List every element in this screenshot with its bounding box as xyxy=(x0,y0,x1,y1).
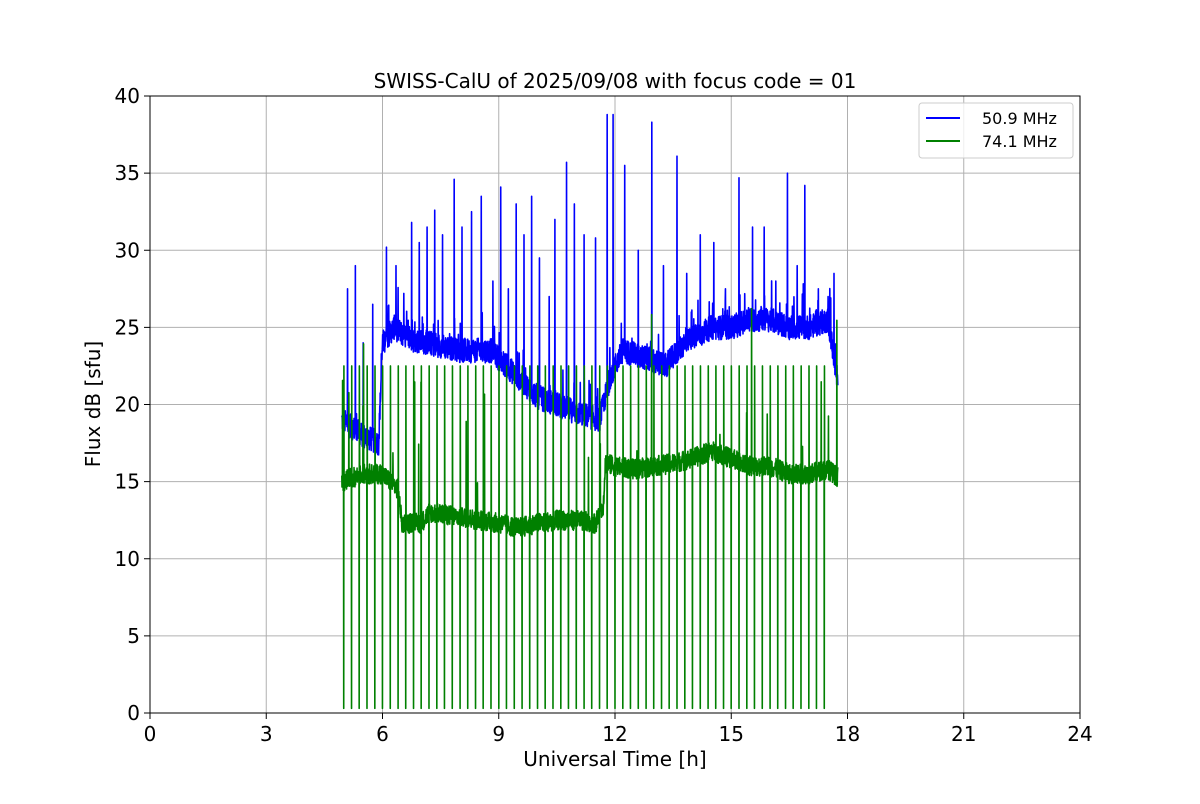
legend-label-74-1: 74.1 MHz xyxy=(982,132,1057,151)
series-layer xyxy=(341,113,839,710)
legend-label-50-9: 50.9 MHz xyxy=(982,109,1057,128)
x-tick-label: 18 xyxy=(835,722,860,746)
ticks: 0 3 6 9 12 15 18 21 24 0 5 10 15 20 25 30 35 40 xyxy=(115,84,1093,746)
y-tick-label: 25 xyxy=(115,315,140,339)
x-tick-label: 9 xyxy=(492,722,505,746)
x-tick-label: 3 xyxy=(260,722,273,746)
y-tick-label: 20 xyxy=(115,393,140,417)
x-tick-label: 15 xyxy=(719,722,744,746)
x-tick-label: 21 xyxy=(951,722,976,746)
chart-title: SWISS-CalU of 2025/09/08 with focus code… xyxy=(374,69,857,93)
series-74-1-mhz-line xyxy=(341,307,839,710)
y-axis-label: Flux dB [sfu] xyxy=(81,341,105,467)
y-tick-label: 35 xyxy=(115,161,140,185)
y-tick-label: 40 xyxy=(115,84,140,108)
y-tick-label: 30 xyxy=(115,238,140,262)
y-tick-label: 10 xyxy=(115,547,140,571)
y-tick-label: 15 xyxy=(115,470,140,494)
legend: 50.9 MHz 74.1 MHz xyxy=(918,102,1074,159)
y-tick-label: 5 xyxy=(127,624,140,648)
series-50-9-mhz-line xyxy=(341,113,839,456)
x-tick-label: 12 xyxy=(602,722,627,746)
x-tick-label: 24 xyxy=(1067,722,1092,746)
y-tick-label: 0 xyxy=(127,701,140,725)
legend-frame xyxy=(918,102,1074,159)
x-tick-label: 0 xyxy=(144,722,157,746)
x-axis-label: Universal Time [h] xyxy=(523,747,706,771)
x-tick-label: 6 xyxy=(376,722,389,746)
